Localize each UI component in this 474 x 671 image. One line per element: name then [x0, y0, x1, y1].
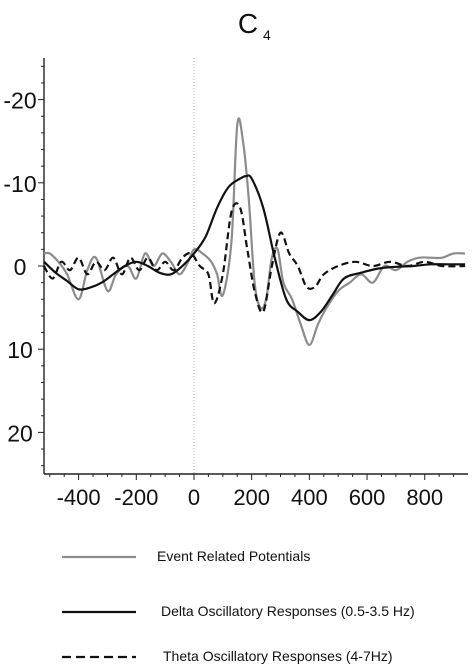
plot-area: -20 -10 0 10 20 -400 -200 0 200 400 600 800	[3, 58, 468, 510]
legend-label: Delta Oscillatory Responses (0.5-3.5 Hz)	[161, 603, 415, 619]
y-tick-label: 0	[14, 254, 27, 280]
x-tick-label: 800	[406, 485, 443, 510]
legend-label: Event Related Potentials	[157, 548, 310, 564]
y-tick-label: 10	[7, 337, 33, 363]
legend-item-erp: Event Related Potentials	[62, 548, 310, 564]
legend-item-theta: Theta Oscillatory Responses (4-7Hz)	[62, 648, 393, 664]
x-tick-label: 400	[291, 485, 328, 510]
x-tick-label: 200	[233, 485, 270, 510]
chart-title: C 4	[238, 8, 271, 43]
legend-item-delta: Delta Oscillatory Responses (0.5-3.5 Hz)	[62, 603, 415, 619]
chart-title-subscript: 4	[263, 27, 271, 43]
legend: Event Related Potentials Delta Oscillator…	[62, 548, 415, 664]
y-tick-label: -20	[3, 88, 36, 114]
erp-series-line	[43, 117, 466, 347]
delta-series-line	[43, 174, 466, 322]
x-tick-label: 0	[188, 485, 200, 510]
y-tick-label: -10	[3, 171, 36, 197]
x-tick-label: -200	[114, 485, 158, 510]
y-tick-label: 20	[7, 420, 33, 446]
x-tick-label: 600	[349, 485, 386, 510]
x-tick-label: -400	[57, 485, 101, 510]
legend-label: Theta Oscillatory Responses (4-7Hz)	[163, 648, 393, 664]
chart-title-text: C	[238, 8, 258, 39]
theta-series-line	[43, 202, 466, 314]
